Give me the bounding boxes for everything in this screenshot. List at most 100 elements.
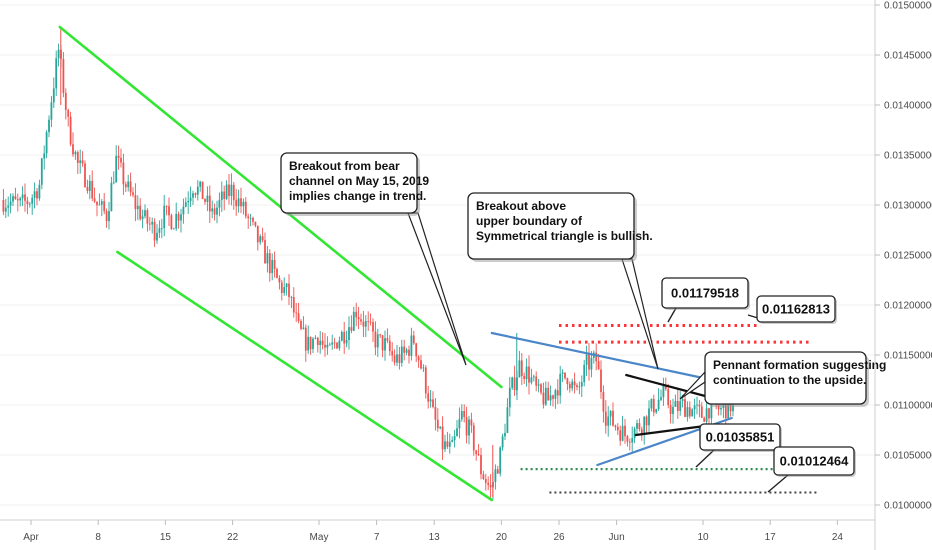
callout-text-line: Breakout from bear	[289, 159, 400, 173]
candle-body	[441, 426, 444, 450]
candle-body	[33, 191, 36, 198]
candle-body	[540, 384, 542, 393]
candle-body	[338, 340, 341, 349]
candle-body	[626, 436, 629, 442]
candle-body	[242, 201, 245, 207]
candle-body	[7, 205, 10, 208]
candle-body	[120, 157, 122, 163]
pennant-upper-line	[625, 373, 714, 400]
candle-body	[585, 354, 588, 365]
candle-body	[122, 162, 125, 185]
candle-body	[357, 317, 360, 320]
candle-body	[240, 198, 242, 207]
candle-body	[348, 327, 350, 341]
candle-body	[537, 384, 540, 386]
level-label[interactable]: 0.01162813	[747, 295, 837, 324]
candle-body	[660, 397, 662, 400]
level-label[interactable]: 0.01179518	[661, 277, 750, 323]
price-tick-label: 0.01050000	[884, 451, 932, 462]
candle-body	[448, 441, 451, 447]
candle-body	[398, 354, 401, 363]
candle-body	[439, 426, 442, 429]
price-tick-label: 0.01150000	[884, 351, 932, 362]
candle-body	[244, 201, 247, 217]
candle-body	[343, 331, 346, 344]
candle-body	[12, 196, 14, 202]
candle-body	[232, 184, 235, 201]
candle-body	[468, 419, 470, 436]
label-pointer	[767, 474, 789, 493]
candle-body	[292, 297, 295, 313]
candle-body	[472, 425, 475, 451]
candle-body	[276, 268, 278, 278]
callout-pennant[interactable]: Pennant formation suggestingcontinuation…	[679, 351, 886, 407]
candle-body	[144, 210, 146, 217]
candle-body	[218, 200, 221, 208]
candle-body	[300, 321, 302, 329]
candle-body	[132, 192, 134, 196]
level-label[interactable]: 0.01035851	[695, 423, 782, 468]
candle-body	[228, 184, 230, 196]
candle-body	[679, 401, 682, 411]
candle-body	[381, 335, 384, 351]
price-tick-label: 0.01100000	[884, 401, 932, 412]
candle-body	[237, 198, 240, 207]
candle-body	[429, 399, 432, 402]
label-pointer	[695, 449, 715, 468]
candle-body	[590, 357, 593, 370]
candle-body	[559, 373, 562, 396]
level-label[interactable]: 0.01012464	[767, 446, 856, 493]
candle-body	[84, 163, 86, 188]
candle-body	[206, 195, 209, 202]
candle-body	[624, 425, 626, 437]
candle-body	[235, 200, 238, 207]
candle-body	[105, 211, 108, 222]
candle-body	[264, 240, 266, 264]
price-levels: 0.01179518 0.01162813 0.01035851 0.01012464	[520, 277, 856, 494]
candle-body	[216, 207, 218, 215]
candle-body	[36, 191, 38, 199]
candle-body	[698, 404, 701, 407]
candle-body	[326, 344, 329, 348]
candle-body	[710, 394, 713, 419]
candle-body	[400, 346, 403, 363]
candle-body	[314, 337, 317, 339]
price-axis[interactable]: 0.01500000 0.01450000 0.01400000 0.01350000…	[875, 1, 932, 512]
candle-body	[256, 225, 259, 243]
candle-body	[168, 206, 170, 216]
time-tick-label: Apr	[23, 532, 39, 543]
candle-body	[489, 484, 492, 488]
candle-body	[494, 469, 497, 483]
candle-body	[266, 253, 269, 264]
candle-body	[187, 200, 190, 203]
candle-body	[508, 387, 511, 408]
candle-body	[528, 366, 530, 383]
candle-body	[705, 408, 708, 422]
time-axis[interactable]: Apr 8 15 22 May 7 13 20 26 Jun 10 17 24	[23, 520, 843, 543]
candle-body	[72, 144, 74, 155]
candle-body	[604, 411, 607, 426]
candle-body	[554, 390, 557, 399]
candle-body	[297, 313, 300, 322]
candle-body	[156, 232, 158, 241]
candle-body	[446, 441, 449, 447]
candle-body	[532, 376, 535, 378]
candle-body	[636, 423, 638, 429]
candle-body	[501, 436, 504, 448]
candle-body	[621, 425, 624, 441]
candle-body	[422, 367, 425, 369]
candle-body	[578, 386, 581, 388]
candle-body	[451, 440, 454, 442]
candle-body	[360, 319, 362, 322]
level-value: 0.01162813	[762, 302, 830, 317]
candle-body	[290, 297, 293, 298]
candle-body	[108, 211, 110, 222]
candle-body	[686, 407, 689, 417]
candle-body	[417, 356, 420, 361]
candle-body	[261, 236, 264, 241]
candle-body	[364, 321, 367, 327]
candle-body	[271, 259, 274, 274]
